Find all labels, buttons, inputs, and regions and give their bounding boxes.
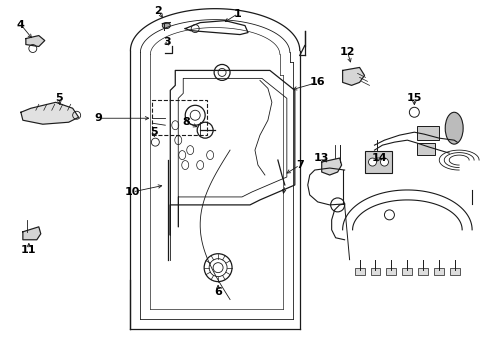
Bar: [402, 268, 413, 275]
Polygon shape: [26, 36, 45, 46]
Text: 16: 16: [310, 77, 325, 87]
Text: 5: 5: [55, 93, 63, 103]
Text: 10: 10: [125, 187, 140, 197]
Text: 4: 4: [17, 19, 25, 30]
Ellipse shape: [162, 23, 171, 28]
Bar: [355, 268, 365, 275]
Polygon shape: [343, 67, 365, 85]
Bar: [387, 268, 396, 275]
Bar: [370, 268, 380, 275]
Text: 3: 3: [164, 36, 171, 46]
Text: 1: 1: [234, 9, 242, 19]
Text: 2: 2: [154, 6, 162, 15]
Text: 6: 6: [214, 287, 222, 297]
Text: 8: 8: [182, 117, 190, 127]
Circle shape: [380, 158, 389, 166]
Polygon shape: [21, 102, 78, 124]
Polygon shape: [322, 158, 342, 175]
Text: 9: 9: [95, 113, 102, 123]
Ellipse shape: [445, 112, 463, 144]
Text: 7: 7: [296, 160, 304, 170]
Bar: [434, 268, 444, 275]
Circle shape: [368, 158, 376, 166]
Bar: [418, 268, 428, 275]
Text: 14: 14: [372, 153, 387, 163]
Bar: [450, 268, 460, 275]
Text: 12: 12: [340, 48, 355, 58]
Bar: [417, 143, 435, 155]
Bar: [417, 126, 439, 140]
Bar: [365, 151, 392, 173]
Bar: [152, 100, 207, 135]
Text: 15: 15: [407, 93, 422, 103]
Text: 5: 5: [150, 127, 158, 137]
Text: 13: 13: [314, 153, 329, 163]
Text: 11: 11: [21, 245, 37, 255]
Polygon shape: [23, 227, 41, 240]
